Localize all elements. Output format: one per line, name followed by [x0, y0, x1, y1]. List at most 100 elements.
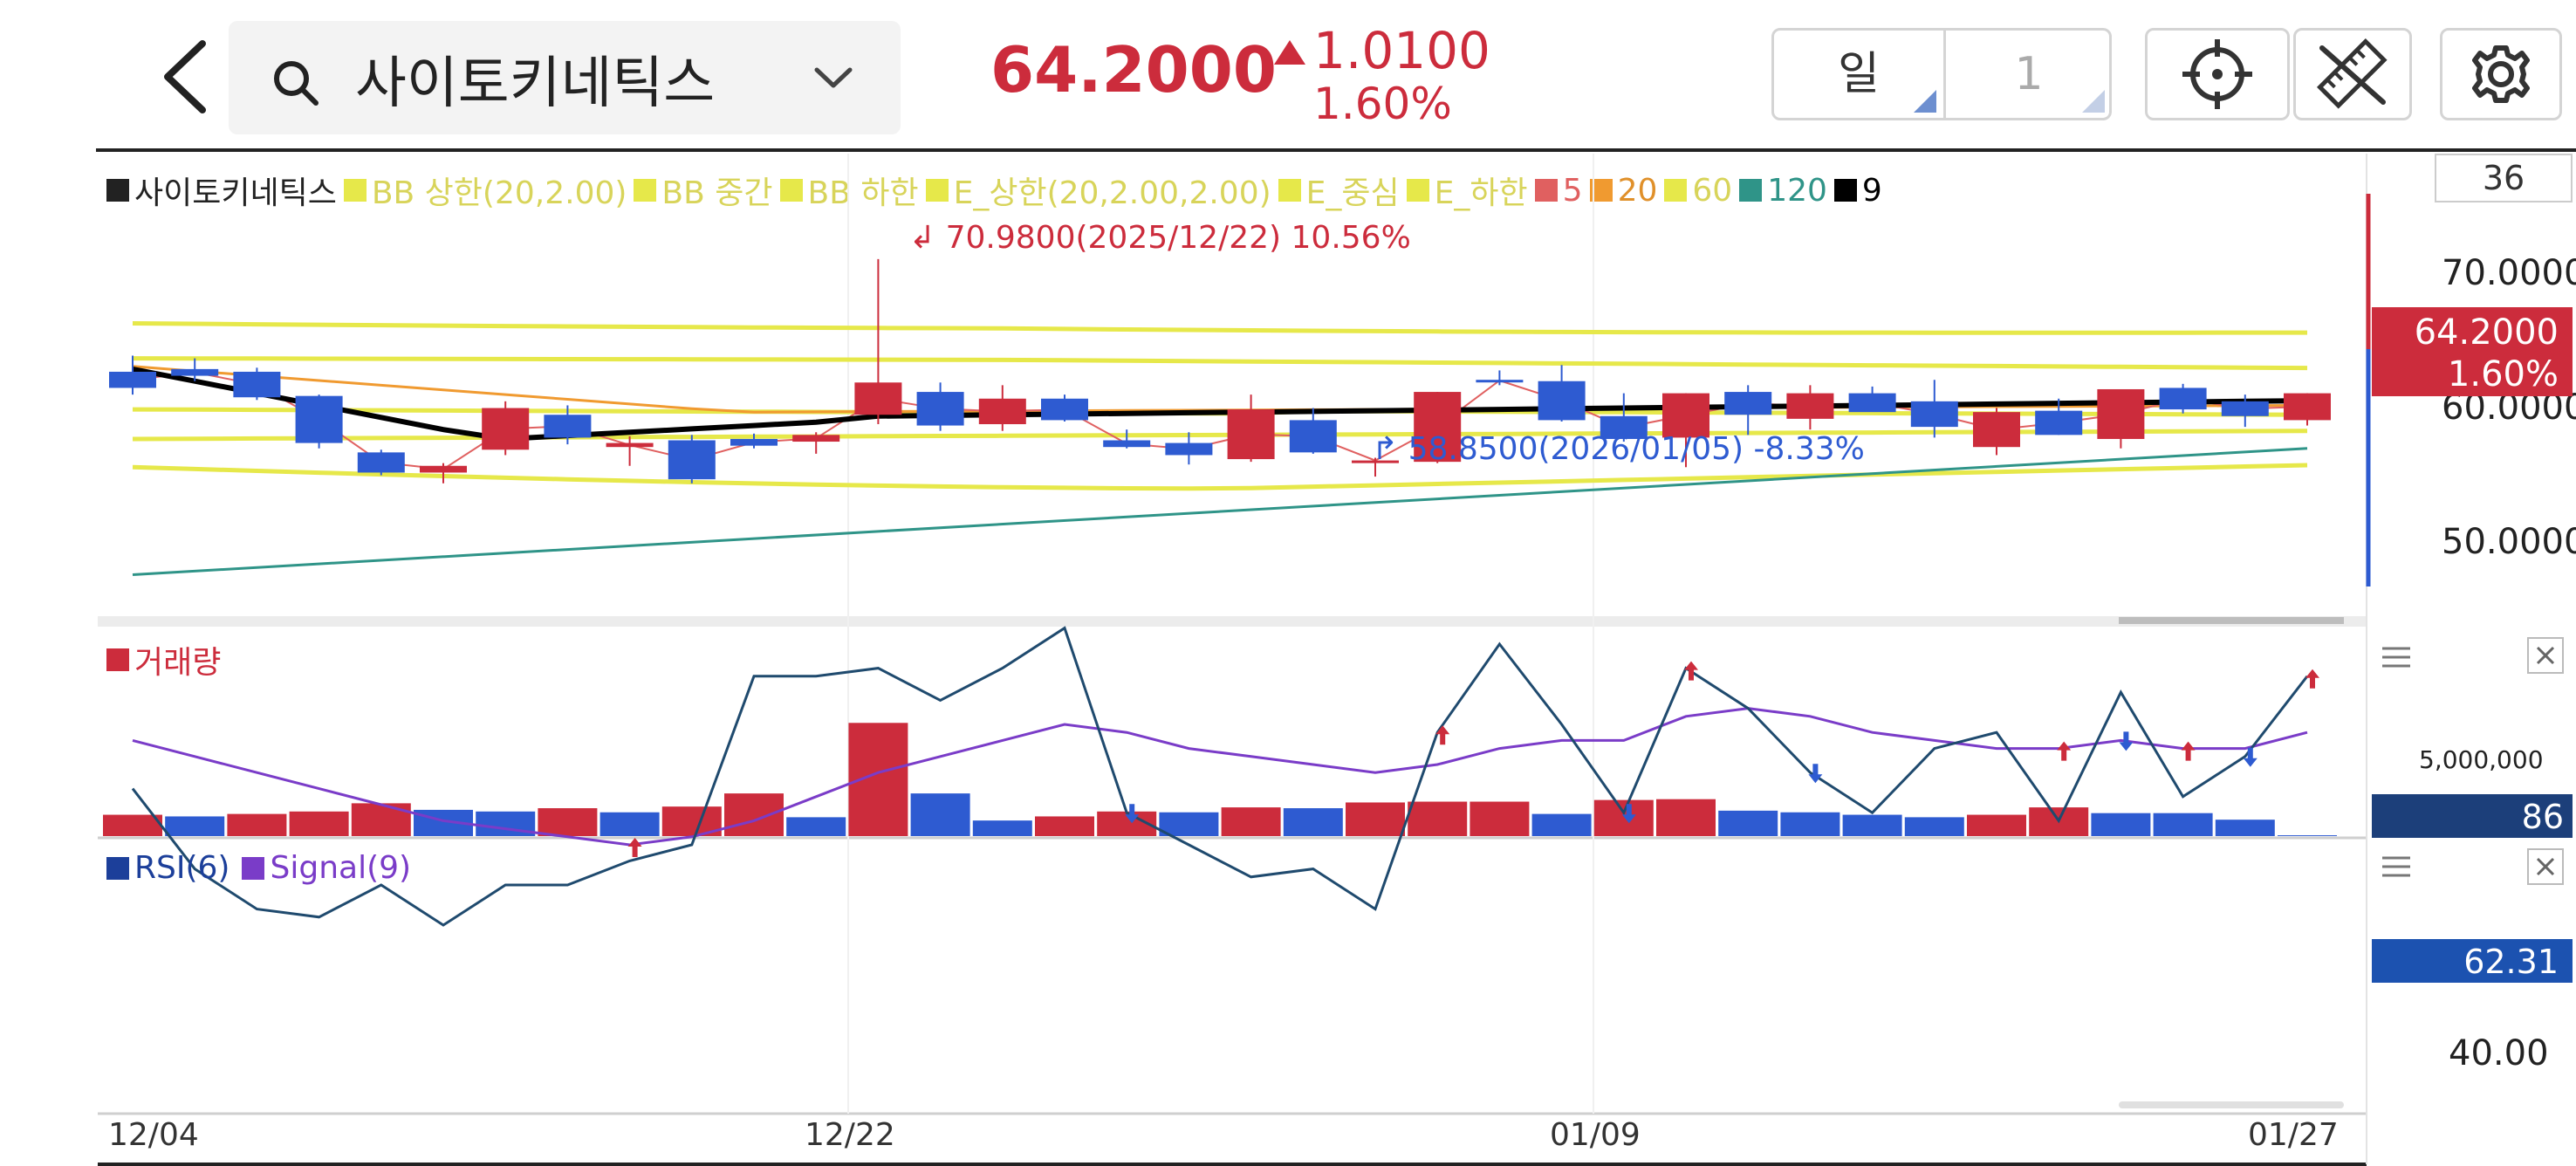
period-value-button[interactable]: 1 [1946, 31, 2112, 118]
volume-bar [103, 814, 162, 836]
stock-search-box[interactable]: 사이토키네틱스 [229, 21, 901, 134]
legend-label: E_하한 [1434, 175, 1528, 211]
volume-menu-icon[interactable] [2381, 644, 2412, 670]
volume-axis-label: 5,000,000 [2419, 745, 2544, 774]
volume-value-tag: 86 [2372, 794, 2573, 838]
volume-bar [165, 816, 225, 836]
candle-body [606, 442, 654, 448]
legend-swatch [1664, 179, 1688, 202]
header-divider [96, 148, 2576, 152]
volume-bar [1346, 802, 1405, 836]
volume-bar [1531, 813, 1592, 836]
candle-body [978, 398, 1026, 425]
chevron-down-icon[interactable] [812, 65, 855, 91]
volume-bar [1718, 810, 1778, 836]
candle-body [1165, 442, 1213, 456]
volume-swatch [106, 648, 129, 671]
legend-label: 사이토키네틱스 [134, 175, 337, 211]
volume-label: 거래량 [134, 645, 222, 681]
signal-label: Signal(9) [270, 850, 412, 886]
rsi-y-tick-40: 40.00 [2449, 1033, 2549, 1073]
panel-divider [98, 616, 2367, 627]
candle-body [2097, 388, 2145, 439]
volume-close-button[interactable] [2527, 637, 2564, 674]
buy-signal-arrow [2181, 741, 2196, 761]
legend-item-11: 9 [1833, 172, 1882, 209]
volume-bar [351, 803, 411, 836]
legend-swatch [1739, 179, 1763, 202]
candle-body [1103, 440, 1151, 448]
back-button[interactable] [148, 33, 227, 120]
legend-label: 60 [1692, 172, 1733, 209]
rsi-menu-icon[interactable] [2381, 854, 2412, 880]
legend-label: 20 [1617, 172, 1658, 209]
buy-signal-arrow [627, 838, 642, 857]
candle-body [482, 408, 530, 450]
candle-body [109, 371, 156, 388]
volume-bar [1593, 799, 1654, 836]
legend-label: 9 [1861, 172, 1882, 209]
volume-bar [599, 812, 660, 836]
buy-signal-arrow [2057, 741, 2072, 761]
search-icon [274, 61, 319, 106]
current-price-tag-value: 64.2000 [2414, 312, 2559, 353]
price-change: 1.0100 [1313, 21, 1490, 80]
legend-swatch [634, 179, 657, 202]
rsi-close-button[interactable] [2527, 848, 2564, 885]
period-unit-label: 일 [1838, 48, 1880, 100]
volume-bar [1842, 814, 1902, 836]
candle-body [854, 382, 902, 415]
candle-body [357, 452, 405, 473]
candle-body [668, 440, 716, 480]
max-arrow-icon: ↲ [909, 220, 946, 256]
candle-body [730, 438, 778, 446]
volume-bar [1035, 816, 1094, 836]
candle-count-box[interactable]: 36 [2435, 154, 2573, 202]
legend-swatch [779, 179, 803, 202]
candle-body [2284, 393, 2331, 421]
volume-bar [1470, 801, 1530, 836]
candle-body [1227, 409, 1275, 460]
period-selector: 일 1 [1771, 28, 2112, 120]
min-price-annotation: ↱ 58.8500(2026/01/05) -8.33% [1372, 431, 1865, 467]
candle-body [295, 395, 343, 443]
current-price-tag: 64.2000 1.60% [2372, 307, 2573, 396]
rsi-label: RSI(6) [134, 850, 230, 886]
candle-body [1910, 401, 1958, 428]
drawing-tools-button[interactable] [2293, 28, 2412, 120]
volume-bar [1159, 812, 1219, 836]
legend-label: 120 [1767, 172, 1827, 209]
price-change-percent: 1.60% [1313, 79, 1452, 129]
candle-body [792, 435, 840, 442]
buy-signal-arrow [1435, 725, 1450, 745]
volume-legend: 거래량 [106, 637, 221, 682]
sell-signal-arrow [1621, 804, 1636, 824]
buy-signal-arrow [1684, 661, 1698, 681]
candle-body [171, 368, 219, 376]
drawing-tools-icon [2316, 38, 2388, 109]
min-arrow-icon: ↱ [1372, 431, 1408, 467]
bollinger-band-line [132, 356, 2308, 371]
candle-body [916, 392, 964, 426]
volume-bar [910, 793, 970, 836]
header-bar: 사이토키네틱스 64.2000 1.0100 1.60% 일 1 [0, 0, 2576, 150]
close-icon [2536, 857, 2555, 876]
crosshair-button[interactable] [2145, 28, 2290, 120]
buy-signal-arrow [2305, 669, 2319, 689]
signal-line [132, 707, 2308, 847]
volume-bar [2215, 820, 2275, 836]
date-label-0: 12/04 [108, 1117, 199, 1153]
period-unit-button[interactable]: 일 [1774, 31, 1946, 118]
rsi-line [131, 626, 2309, 927]
volume-bar [2153, 813, 2213, 836]
candle-body [1352, 460, 1399, 463]
legend-item-2: BB 중간 [634, 168, 773, 213]
legend-item-0: 사이토키네틱스 [106, 168, 337, 213]
legend-swatch [343, 179, 367, 202]
settings-button[interactable] [2440, 28, 2562, 120]
dropdown-corner-icon [1914, 90, 1936, 113]
legend-swatch [1534, 179, 1558, 202]
close-icon [2536, 646, 2555, 665]
back-arrow-icon [164, 40, 206, 113]
